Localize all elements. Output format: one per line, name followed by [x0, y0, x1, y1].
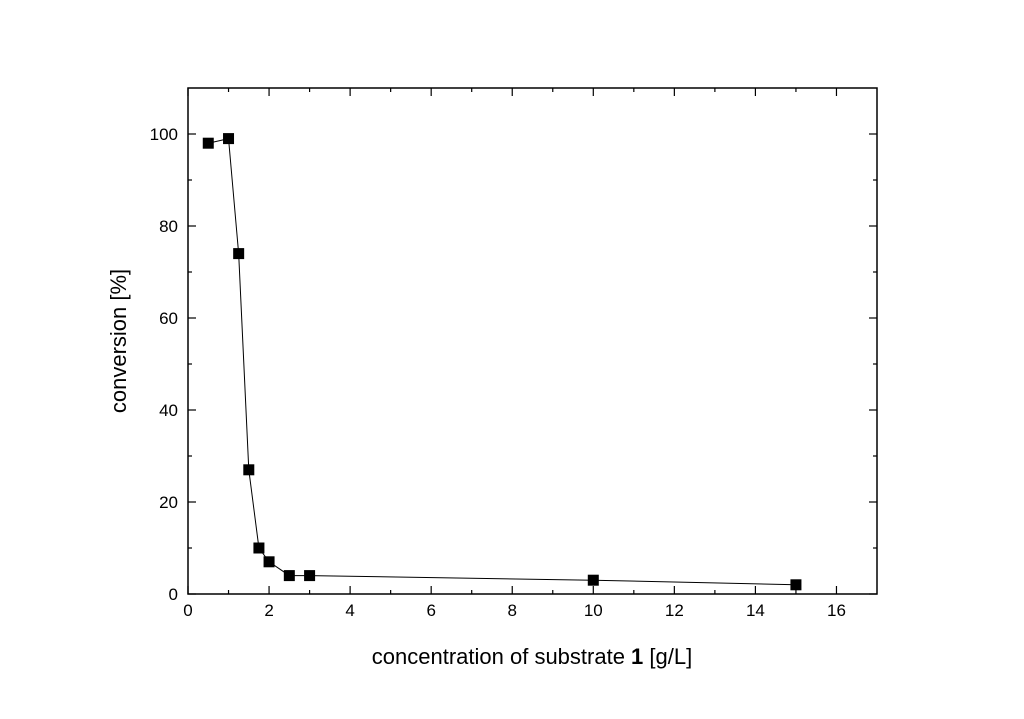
data-point [587, 574, 599, 586]
x-tick-label: 0 [183, 601, 192, 620]
data-point [253, 542, 265, 554]
x-tick-label: 16 [827, 601, 846, 620]
y-tick-label: 0 [169, 585, 178, 604]
data-point [263, 556, 275, 568]
y-tick-label: 20 [159, 493, 178, 512]
x-tick-label: 2 [264, 601, 273, 620]
x-tick-label: 10 [584, 601, 603, 620]
plot-frame [187, 87, 878, 595]
data-point [283, 570, 295, 582]
series-line [208, 137, 796, 586]
data-point [223, 133, 235, 145]
x-tick-label: 4 [345, 601, 354, 620]
y-tick-label: 80 [159, 217, 178, 236]
x-label-part: [g/L] [643, 644, 692, 669]
y-tick-label: 60 [159, 309, 178, 328]
data-point [304, 570, 316, 582]
data-point [233, 248, 245, 260]
x-tick-label: 12 [665, 601, 684, 620]
x-tick-label: 6 [426, 601, 435, 620]
data-point [243, 464, 255, 476]
y-tick-label: 100 [150, 125, 178, 144]
x-tick-label: 8 [508, 601, 517, 620]
data-point [790, 579, 802, 591]
y-tick-label: 40 [159, 401, 178, 420]
x-axis-label: concentration of substrate 1 [g/L] [372, 644, 692, 669]
x-tick-label: 14 [746, 601, 765, 620]
data-point [202, 137, 214, 149]
x-label-part: concentration of substrate [372, 644, 631, 669]
y-axis-label: conversion [%] [106, 269, 131, 413]
x-label-part: 1 [631, 644, 643, 669]
